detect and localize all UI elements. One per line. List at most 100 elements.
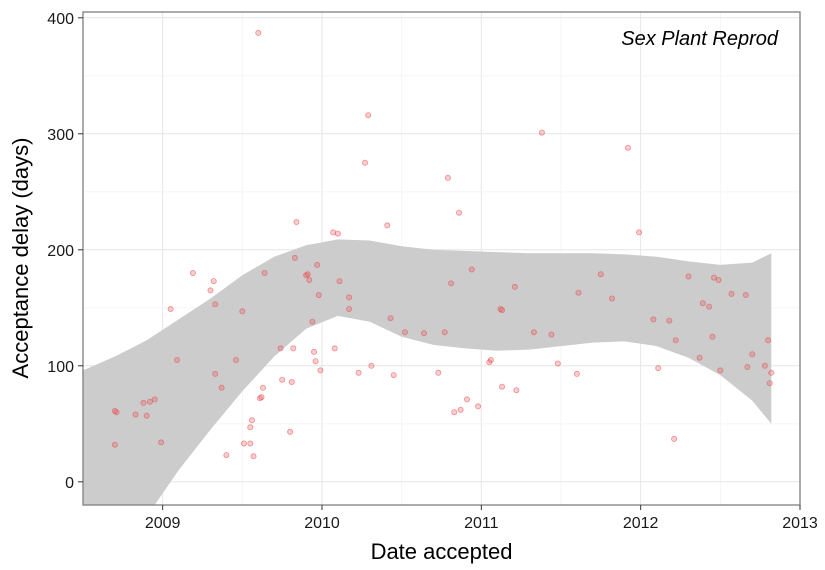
data-point: [167, 305, 174, 312]
plot-border: [82, 11, 801, 506]
data-point: [420, 330, 427, 337]
data-point: [463, 396, 470, 403]
data-point: [261, 269, 268, 276]
y-tick-label: 400: [47, 11, 74, 28]
data-point: [384, 222, 391, 229]
data-point: [306, 276, 313, 283]
data-point: [573, 370, 580, 377]
data-point: [248, 417, 255, 424]
data-point: [728, 290, 735, 297]
data-point: [314, 261, 321, 268]
data-point: [530, 329, 537, 336]
data-point: [315, 291, 322, 298]
x-tick-label: 2010: [304, 515, 340, 532]
data-point: [513, 387, 520, 394]
data-point: [111, 441, 118, 448]
data-point: [146, 398, 153, 405]
y-tick-label: 300: [47, 127, 74, 144]
data-point: [334, 230, 341, 237]
data-point: [250, 453, 257, 460]
data-point: [448, 280, 455, 287]
data-point: [113, 409, 120, 416]
data-point: [455, 209, 462, 216]
annotation-journal-name: Sex Plant Reprod: [621, 28, 779, 50]
data-point: [666, 317, 673, 324]
data-point: [717, 367, 724, 374]
data-point: [538, 129, 545, 136]
data-point: [240, 440, 247, 447]
data-point: [498, 383, 505, 390]
data-point: [212, 370, 219, 377]
data-point: [368, 362, 375, 369]
data-point: [650, 316, 657, 323]
data-point: [291, 254, 298, 261]
data-point: [317, 367, 324, 374]
x-tick-label: 2013: [782, 515, 818, 532]
data-point: [435, 369, 442, 376]
data-point: [331, 345, 338, 352]
y-tick-label: 100: [47, 359, 74, 376]
confidence-ribbon: [83, 239, 772, 505]
x-tick-label: 2009: [145, 515, 181, 532]
data-point: [143, 412, 150, 419]
data-point: [749, 351, 756, 358]
data-point: [212, 301, 219, 308]
data-point: [685, 273, 692, 280]
data-point: [312, 358, 319, 365]
data-point: [232, 356, 239, 363]
data-point: [761, 362, 768, 369]
data-point: [457, 406, 464, 413]
data-point: [765, 337, 772, 344]
data-point: [189, 269, 196, 276]
data-point: [715, 276, 722, 283]
x-axis: 2009 2010 2011 2012 2013: [145, 505, 818, 532]
data-point: [247, 440, 254, 447]
data-point: [140, 399, 147, 406]
data-point: [309, 318, 316, 325]
data-point: [346, 294, 353, 301]
data-point: [239, 308, 246, 315]
data-point: [468, 266, 475, 273]
data-point: [742, 291, 749, 298]
data-point: [597, 271, 604, 278]
points-layer: [111, 29, 775, 460]
data-point: [173, 356, 180, 363]
data-point: [699, 300, 706, 307]
y-tick-label: 200: [47, 243, 74, 260]
data-point: [210, 278, 217, 285]
x-axis-title: Date accepted: [371, 539, 513, 564]
data-point: [487, 356, 494, 363]
ribbon-layer: [83, 239, 772, 505]
data-point: [671, 435, 678, 442]
data-point: [387, 315, 394, 322]
data-point: [287, 428, 294, 435]
data-point: [288, 378, 295, 385]
data-point: [355, 369, 362, 376]
data-point: [207, 287, 214, 294]
data-point: [475, 403, 482, 410]
y-axis-title: Acceptance delay (days): [8, 138, 33, 379]
data-point: [304, 271, 311, 278]
data-point: [336, 278, 343, 285]
data-point: [548, 331, 555, 338]
data-point: [390, 372, 397, 379]
data-point: [511, 283, 518, 290]
data-point: [259, 384, 266, 391]
data-point: [346, 305, 353, 312]
data-point: [279, 376, 286, 383]
data-point: [744, 363, 751, 370]
data-point: [258, 394, 265, 401]
data-point: [696, 354, 703, 361]
data-point: [709, 333, 716, 340]
data-point: [711, 274, 718, 281]
data-point: [655, 365, 662, 372]
data-point: [151, 396, 158, 403]
y-axis: 0 100 200 300 400: [47, 11, 83, 492]
data-point: [247, 424, 254, 431]
data-point: [706, 303, 713, 310]
data-point: [365, 112, 372, 119]
data-point: [293, 218, 300, 225]
data-point: [766, 380, 773, 387]
data-point: [441, 329, 448, 336]
